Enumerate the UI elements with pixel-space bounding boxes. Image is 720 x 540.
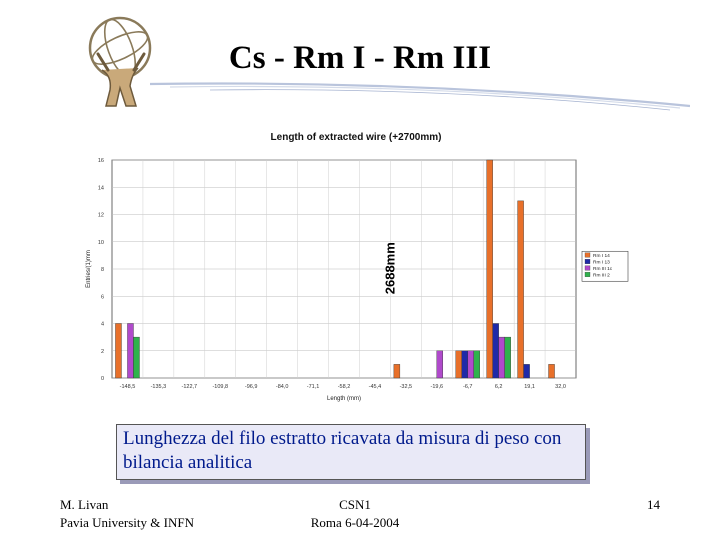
legend-label: Rm I 13 [593, 259, 610, 265]
footer-left: M. Livan Pavia University & INFN [60, 496, 194, 532]
bar [486, 159, 493, 379]
y-tick-label: 8 [101, 267, 104, 273]
annotation-label: 2688mm [382, 242, 397, 294]
decorative-swoosh [150, 82, 690, 111]
bar [436, 350, 443, 379]
y-tick-label: 14 [98, 185, 104, 191]
bar [517, 200, 524, 379]
bar [548, 364, 555, 379]
y-tick-label: 6 [101, 294, 104, 300]
y-axis-label: Entries/(1)mm [86, 250, 92, 288]
legend-swatch [584, 252, 591, 258]
bar [461, 350, 468, 379]
caption-text: Lunghezza del filo estratto ricavata da … [123, 428, 562, 473]
x-tick-label: -148,5 [120, 384, 136, 390]
legend-label: Rm III 2 [593, 272, 610, 278]
x-tick-label: -96,9 [245, 384, 258, 390]
legend-label: Rm III 1c [593, 266, 613, 272]
x-tick-label: -32,5 [400, 384, 413, 390]
legend-swatch [584, 259, 591, 264]
chart-title: Length of extracted wire (+2700mm) [270, 132, 442, 143]
x-tick-label: -58,2 [338, 384, 351, 390]
y-tick-label: 16 [98, 158, 104, 164]
footer-affiliation: Pavia University & INFN [60, 515, 194, 530]
caption-box: Lunghezza del filo estratto ricavata da … [116, 424, 586, 480]
x-tick-label: -45,4 [369, 384, 382, 390]
footer-place-date: Roma 6-04-2004 [310, 515, 400, 530]
y-tick-label: 2 [101, 349, 104, 355]
x-tick-label: -71,1 [307, 384, 320, 390]
x-tick-label: -109,8 [212, 384, 228, 390]
y-tick-label: 4 [101, 322, 104, 328]
x-tick-label: -122,7 [182, 384, 198, 390]
y-tick-label: 10 [98, 240, 104, 246]
bar [393, 364, 401, 379]
bar [492, 323, 499, 379]
slide-title: Cs - Rm I - Rm III [228, 40, 492, 76]
footer-author: M. Livan [60, 497, 109, 512]
x-axis-label: Length (mm) [327, 396, 361, 402]
x-tick-label: 6,2 [495, 384, 503, 390]
x-tick-label: 32,0 [555, 384, 566, 390]
x-tick-label: -135,3 [151, 384, 167, 390]
bar [523, 364, 530, 379]
y-tick-label: 0 [101, 376, 104, 382]
x-tick-label: 19,1 [524, 384, 535, 390]
legend-swatch [584, 265, 591, 271]
legend-swatch [584, 272, 591, 277]
bar [127, 323, 134, 379]
chart: Length of extracted wire (+2700mm) 0 2 4 6 8… [76, 128, 636, 408]
bar [455, 350, 462, 379]
bar [133, 336, 140, 379]
bar [467, 350, 474, 379]
bar [504, 336, 511, 379]
footer-center: CSN1 Roma 6-04-2004 [290, 496, 420, 532]
x-tick-label: -84,0 [276, 384, 289, 390]
bar [498, 336, 505, 379]
atlas-logo-icon [88, 16, 152, 107]
x-tick-label: -6,7 [463, 384, 472, 390]
footer-event: CSN1 [339, 497, 371, 512]
y-tick-label: 12 [98, 213, 104, 219]
legend-label: Rm I 14 [593, 253, 610, 259]
bar [115, 323, 122, 379]
footer-page-number: 14 [647, 497, 660, 512]
chart-canvas: 0 2 4 6 8 10 12 14 16 -148,5 -135,3 -122,7 -109,8 -96… [86, 158, 629, 402]
bar [473, 350, 480, 379]
x-tick-label: -19,6 [431, 384, 444, 390]
